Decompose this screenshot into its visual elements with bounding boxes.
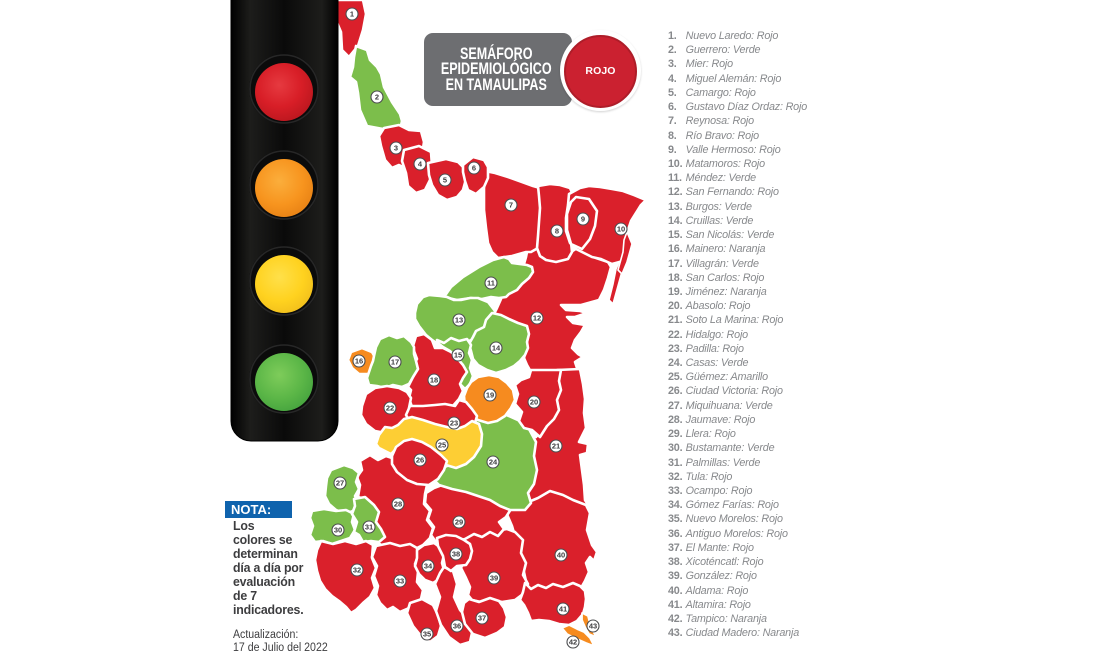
svg-text:40: 40 xyxy=(557,551,565,560)
svg-text:15: 15 xyxy=(454,351,462,360)
svg-text:8: 8 xyxy=(555,227,559,236)
svg-text:29: 29 xyxy=(455,518,463,527)
svg-text:2: 2 xyxy=(375,93,379,102)
svg-text:34: 34 xyxy=(424,562,433,571)
svg-text:37: 37 xyxy=(478,614,486,623)
svg-text:28: 28 xyxy=(394,500,402,509)
svg-text:36: 36 xyxy=(453,622,461,631)
svg-text:33: 33 xyxy=(396,577,404,586)
svg-text:4: 4 xyxy=(418,160,423,169)
svg-text:10: 10 xyxy=(617,225,625,234)
svg-text:18: 18 xyxy=(430,376,438,385)
svg-text:24: 24 xyxy=(489,458,498,467)
svg-text:9: 9 xyxy=(581,215,585,224)
svg-text:43: 43 xyxy=(589,622,597,631)
svg-text:31: 31 xyxy=(365,523,373,532)
svg-text:39: 39 xyxy=(490,574,498,583)
svg-text:42: 42 xyxy=(569,638,577,647)
svg-text:16: 16 xyxy=(355,357,363,366)
svg-text:5: 5 xyxy=(443,176,447,185)
svg-text:6: 6 xyxy=(472,164,476,173)
svg-text:23: 23 xyxy=(450,419,458,428)
svg-text:32: 32 xyxy=(353,566,361,575)
svg-text:1: 1 xyxy=(350,10,354,19)
svg-text:17: 17 xyxy=(391,358,399,367)
svg-text:19: 19 xyxy=(486,391,494,400)
svg-text:30: 30 xyxy=(334,526,342,535)
svg-text:21: 21 xyxy=(552,442,560,451)
svg-text:3: 3 xyxy=(394,144,398,153)
svg-text:35: 35 xyxy=(423,630,431,639)
svg-text:38: 38 xyxy=(452,550,460,559)
svg-text:13: 13 xyxy=(455,316,463,325)
svg-text:25: 25 xyxy=(438,441,446,450)
svg-text:41: 41 xyxy=(559,605,567,614)
svg-text:14: 14 xyxy=(492,344,501,353)
svg-text:20: 20 xyxy=(530,398,538,407)
svg-text:12: 12 xyxy=(533,314,541,323)
svg-text:11: 11 xyxy=(487,279,495,288)
svg-text:27: 27 xyxy=(336,479,344,488)
svg-text:26: 26 xyxy=(416,456,424,465)
svg-text:22: 22 xyxy=(386,404,394,413)
svg-text:7: 7 xyxy=(509,201,513,210)
